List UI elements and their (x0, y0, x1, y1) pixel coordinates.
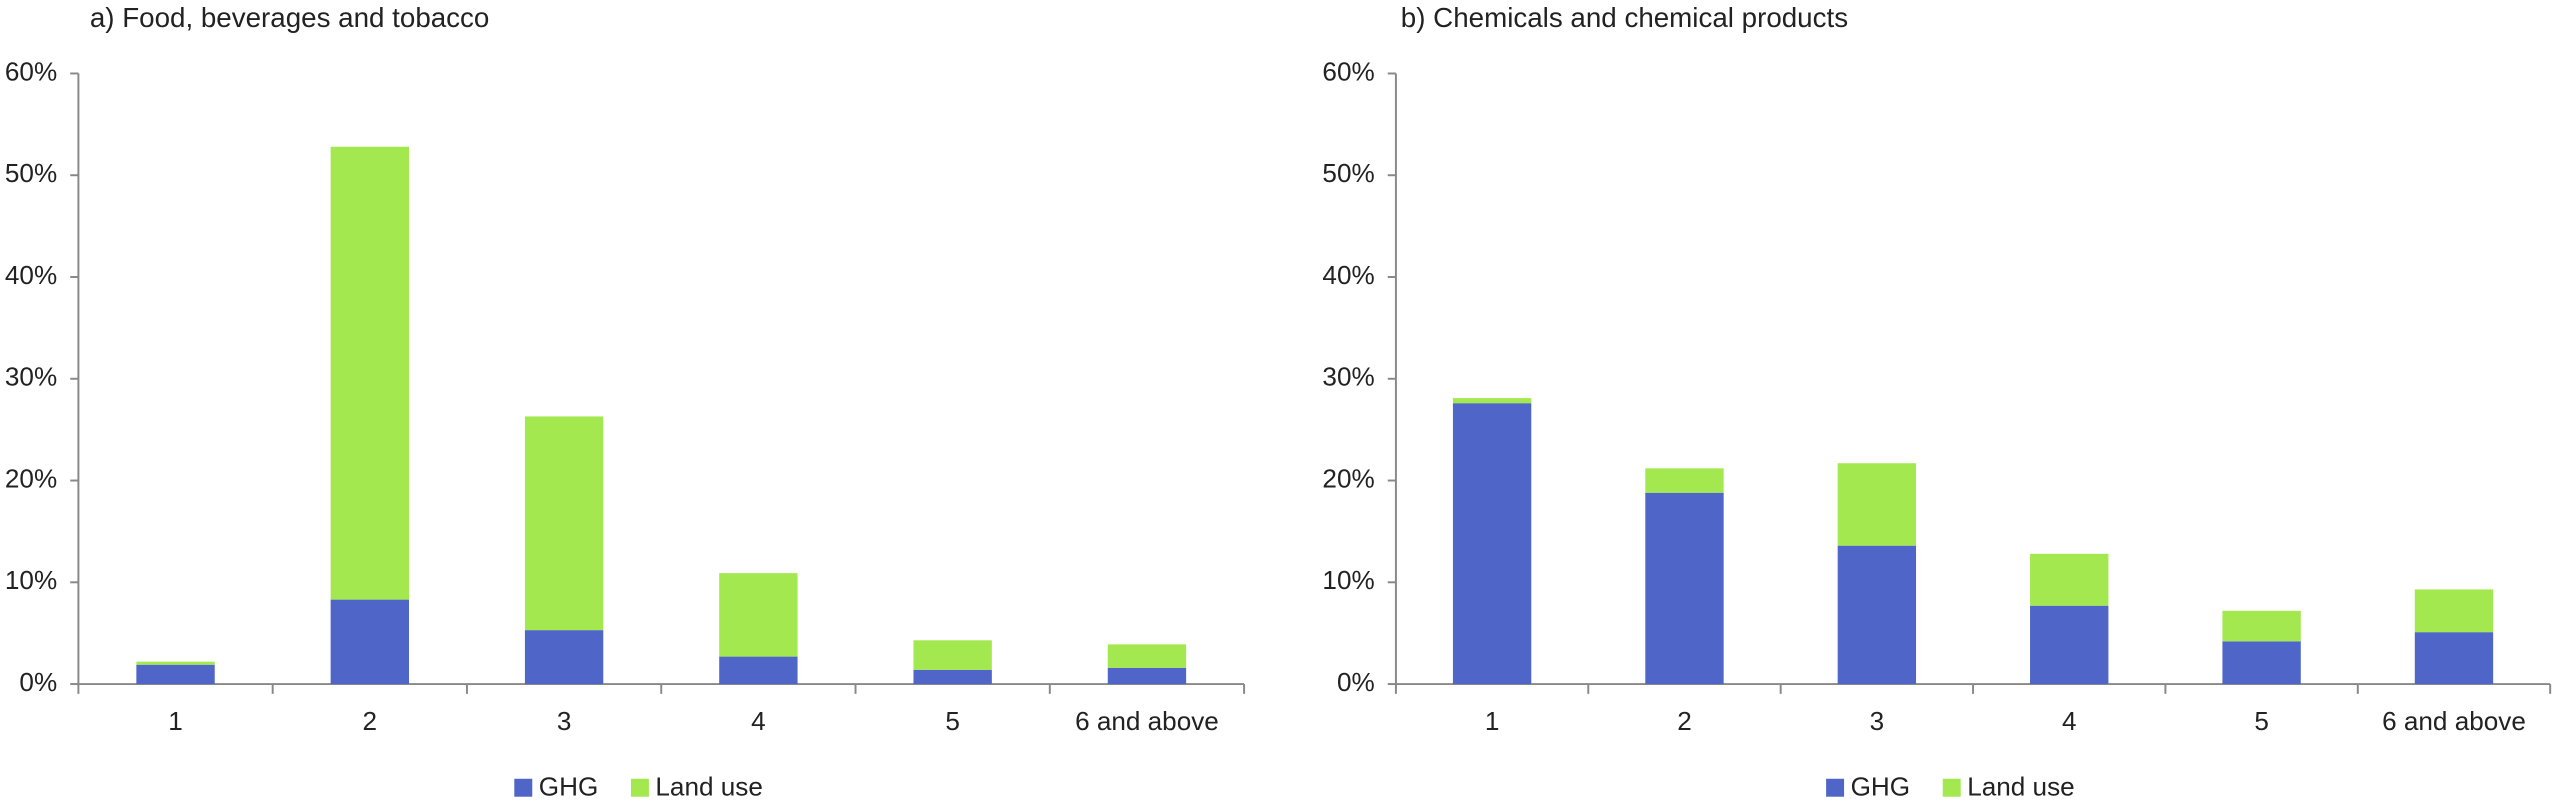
y-tick-label: 0% (1337, 667, 1375, 697)
x-tick-label: 5 (2254, 706, 2269, 736)
bar-segment (2030, 553, 2109, 606)
bar-segment (1837, 545, 1917, 685)
bar-segment (1452, 398, 1532, 404)
y-tick-label: 20% (1322, 463, 1374, 493)
y-tick-label: 10% (1322, 565, 1374, 595)
bar-segment (136, 664, 215, 685)
bar-segment (1645, 468, 1724, 493)
bar-segment (913, 640, 992, 670)
legend-label: Land use (1967, 771, 2074, 801)
bar-segment (2222, 641, 2301, 685)
bar-segment (719, 573, 798, 657)
bar-segment (524, 630, 604, 685)
y-tick-label: 50% (5, 158, 57, 188)
bar-segment (524, 416, 604, 631)
bar-segment (2030, 605, 2109, 685)
bar-segment (1645, 492, 1724, 685)
y-tick-label: 0% (19, 667, 57, 697)
legend-label: Land use (655, 771, 762, 801)
legend-label: GHG (539, 771, 598, 801)
bar-segment (719, 656, 798, 685)
bar-segment (913, 669, 992, 685)
y-tick-label: 20% (5, 463, 57, 493)
legend-swatch (1826, 778, 1845, 797)
y-tick-label: 60% (1322, 56, 1374, 86)
x-tick-label: 6 and above (1075, 706, 1219, 736)
bar-segment (2414, 632, 2494, 685)
y-tick-label: 60% (5, 56, 57, 86)
x-tick-label: 4 (2062, 706, 2077, 736)
bar-segment (2414, 589, 2494, 633)
bar-segment (330, 599, 410, 685)
y-tick-label: 30% (5, 362, 57, 392)
bar-segment (330, 146, 410, 600)
y-tick-label: 40% (5, 260, 57, 290)
legend-swatch (1942, 778, 1961, 797)
y-tick-label: 10% (5, 565, 57, 595)
x-tick-label: 4 (751, 706, 766, 736)
chart-title: a) Food, beverages and tobacco (90, 2, 490, 33)
x-tick-label: 1 (168, 706, 183, 736)
bar-segment (1107, 644, 1187, 668)
x-tick-label: 3 (1870, 706, 1885, 736)
chart-title: b) Chemicals and chemical products (1401, 2, 1848, 33)
y-tick-label: 40% (1322, 260, 1374, 290)
x-tick-label: 3 (557, 706, 572, 736)
y-tick-label: 30% (1322, 362, 1374, 392)
bar-segment (1452, 403, 1532, 685)
bar-segment (1837, 463, 1917, 546)
bar-segment (2222, 610, 2301, 642)
legend-label: GHG (1851, 771, 1910, 801)
legend-swatch (514, 778, 533, 797)
bar-segment (136, 661, 215, 665)
y-tick-label: 50% (1322, 158, 1374, 188)
legend-swatch (630, 778, 649, 797)
x-tick-label: 2 (1677, 706, 1692, 736)
x-tick-label: 1 (1485, 706, 1500, 736)
x-tick-label: 2 (363, 706, 378, 736)
bar-segment (1107, 667, 1187, 685)
x-tick-label: 6 and above (2382, 706, 2526, 736)
x-tick-label: 5 (945, 706, 960, 736)
